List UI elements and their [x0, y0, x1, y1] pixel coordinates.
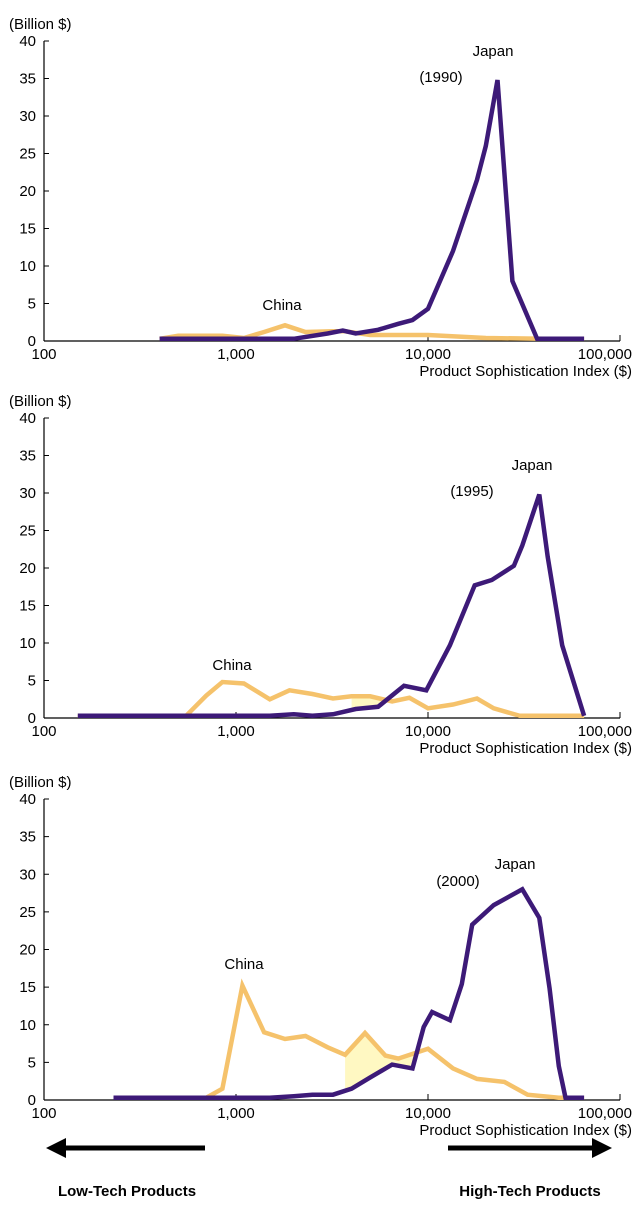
y-tick-label: 0	[28, 333, 36, 350]
y-tick-label: 10	[19, 258, 36, 275]
x-tick-label: 1,000	[217, 723, 255, 740]
y-tick-label: 10	[19, 1017, 36, 1034]
y-tick-label: 0	[28, 1092, 36, 1109]
x-axis-title: Product Sophistication Index ($)	[419, 740, 632, 757]
series-line-china	[113, 978, 585, 1100]
x-tick-label: 10,000	[405, 723, 451, 740]
low-tech-arrow-head	[46, 1138, 66, 1158]
year-label: (2000)	[436, 873, 479, 890]
y-tick-label: 25	[19, 146, 36, 163]
chart-panel-2: (Billion $) 0 5 10 15 20 25 30 35 40 100 1,000 10,00…	[9, 393, 632, 757]
china-label: China	[224, 956, 264, 973]
x-tick-label: 100,000	[578, 1105, 632, 1122]
japan-label: Japan	[495, 856, 536, 873]
china-label: China	[212, 657, 252, 674]
series-line-china	[77, 679, 585, 719]
y-tick-label: 30	[19, 108, 36, 125]
china-fill-area	[345, 1033, 505, 1098]
high-tech-arrow-head	[592, 1138, 612, 1158]
series-line-japan	[159, 79, 585, 342]
y-tick-label: 40	[19, 410, 36, 427]
chart-panel-3: (Billion $) 0 5 10 15 20 25 30 35 40 100 1,000 10,00…	[9, 774, 632, 1139]
year-label: (1995)	[450, 483, 493, 500]
y-tick-label: 10	[19, 635, 36, 652]
y-unit-label: (Billion $)	[9, 393, 72, 410]
x-tick-label: 10,000	[405, 346, 451, 363]
y-tick-label: 20	[19, 942, 36, 959]
y-tick-label: 30	[19, 485, 36, 502]
china-label: China	[262, 297, 302, 314]
y-unit-label: (Billion $)	[9, 774, 72, 791]
y-tick-label: 20	[19, 183, 36, 200]
y-tick-label: 15	[19, 979, 36, 996]
x-tick-label: 100,000	[578, 723, 632, 740]
y-tick-label: 20	[19, 560, 36, 577]
x-tick-label: 1,000	[217, 1105, 255, 1122]
japan-label: Japan	[512, 457, 553, 474]
y-tick-label: 35	[19, 829, 36, 846]
low-tech-label: Low-Tech Products	[58, 1183, 196, 1200]
y-tick-label: 5	[28, 296, 36, 313]
x-tick-label: 100,000	[578, 346, 632, 363]
y-tick-label: 25	[19, 523, 36, 540]
x-tick-label: 10,000	[405, 1105, 451, 1122]
y-tick-label: 25	[19, 904, 36, 921]
x-tick-label: 100	[31, 723, 56, 740]
x-axis-title: Product Sophistication Index ($)	[419, 363, 632, 380]
x-tick-label: 1,000	[217, 346, 255, 363]
y-tick-label: 15	[19, 221, 36, 238]
y-tick-label: 35	[19, 448, 36, 465]
y-tick-label: 0	[28, 710, 36, 727]
footer-arrows: Low-Tech Products High-Tech Products	[46, 1138, 612, 1200]
series-line-japan	[113, 886, 585, 1100]
chart-panel-1: (Billion $) 0 5 10 15 20 25 30 35 40 100 1,000 10,00…	[9, 16, 632, 380]
y-tick-label: 15	[19, 598, 36, 615]
y-tick-label: 40	[19, 791, 36, 808]
x-tick-label: 100	[31, 1105, 56, 1122]
japan-label: Japan	[473, 43, 514, 60]
x-tick-label: 100	[31, 346, 56, 363]
series-line-japan	[77, 493, 587, 719]
year-label: (1990)	[419, 69, 462, 86]
y-tick-label: 35	[19, 71, 36, 88]
y-tick-label: 5	[28, 673, 36, 690]
x-axis-title: Product Sophistication Index ($)	[419, 1122, 632, 1139]
y-tick-label: 5	[28, 1054, 36, 1071]
y-tick-label: 30	[19, 866, 36, 883]
y-tick-label: 40	[19, 33, 36, 50]
y-unit-label: (Billion $)	[9, 16, 72, 33]
high-tech-label: High-Tech Products	[459, 1183, 600, 1200]
